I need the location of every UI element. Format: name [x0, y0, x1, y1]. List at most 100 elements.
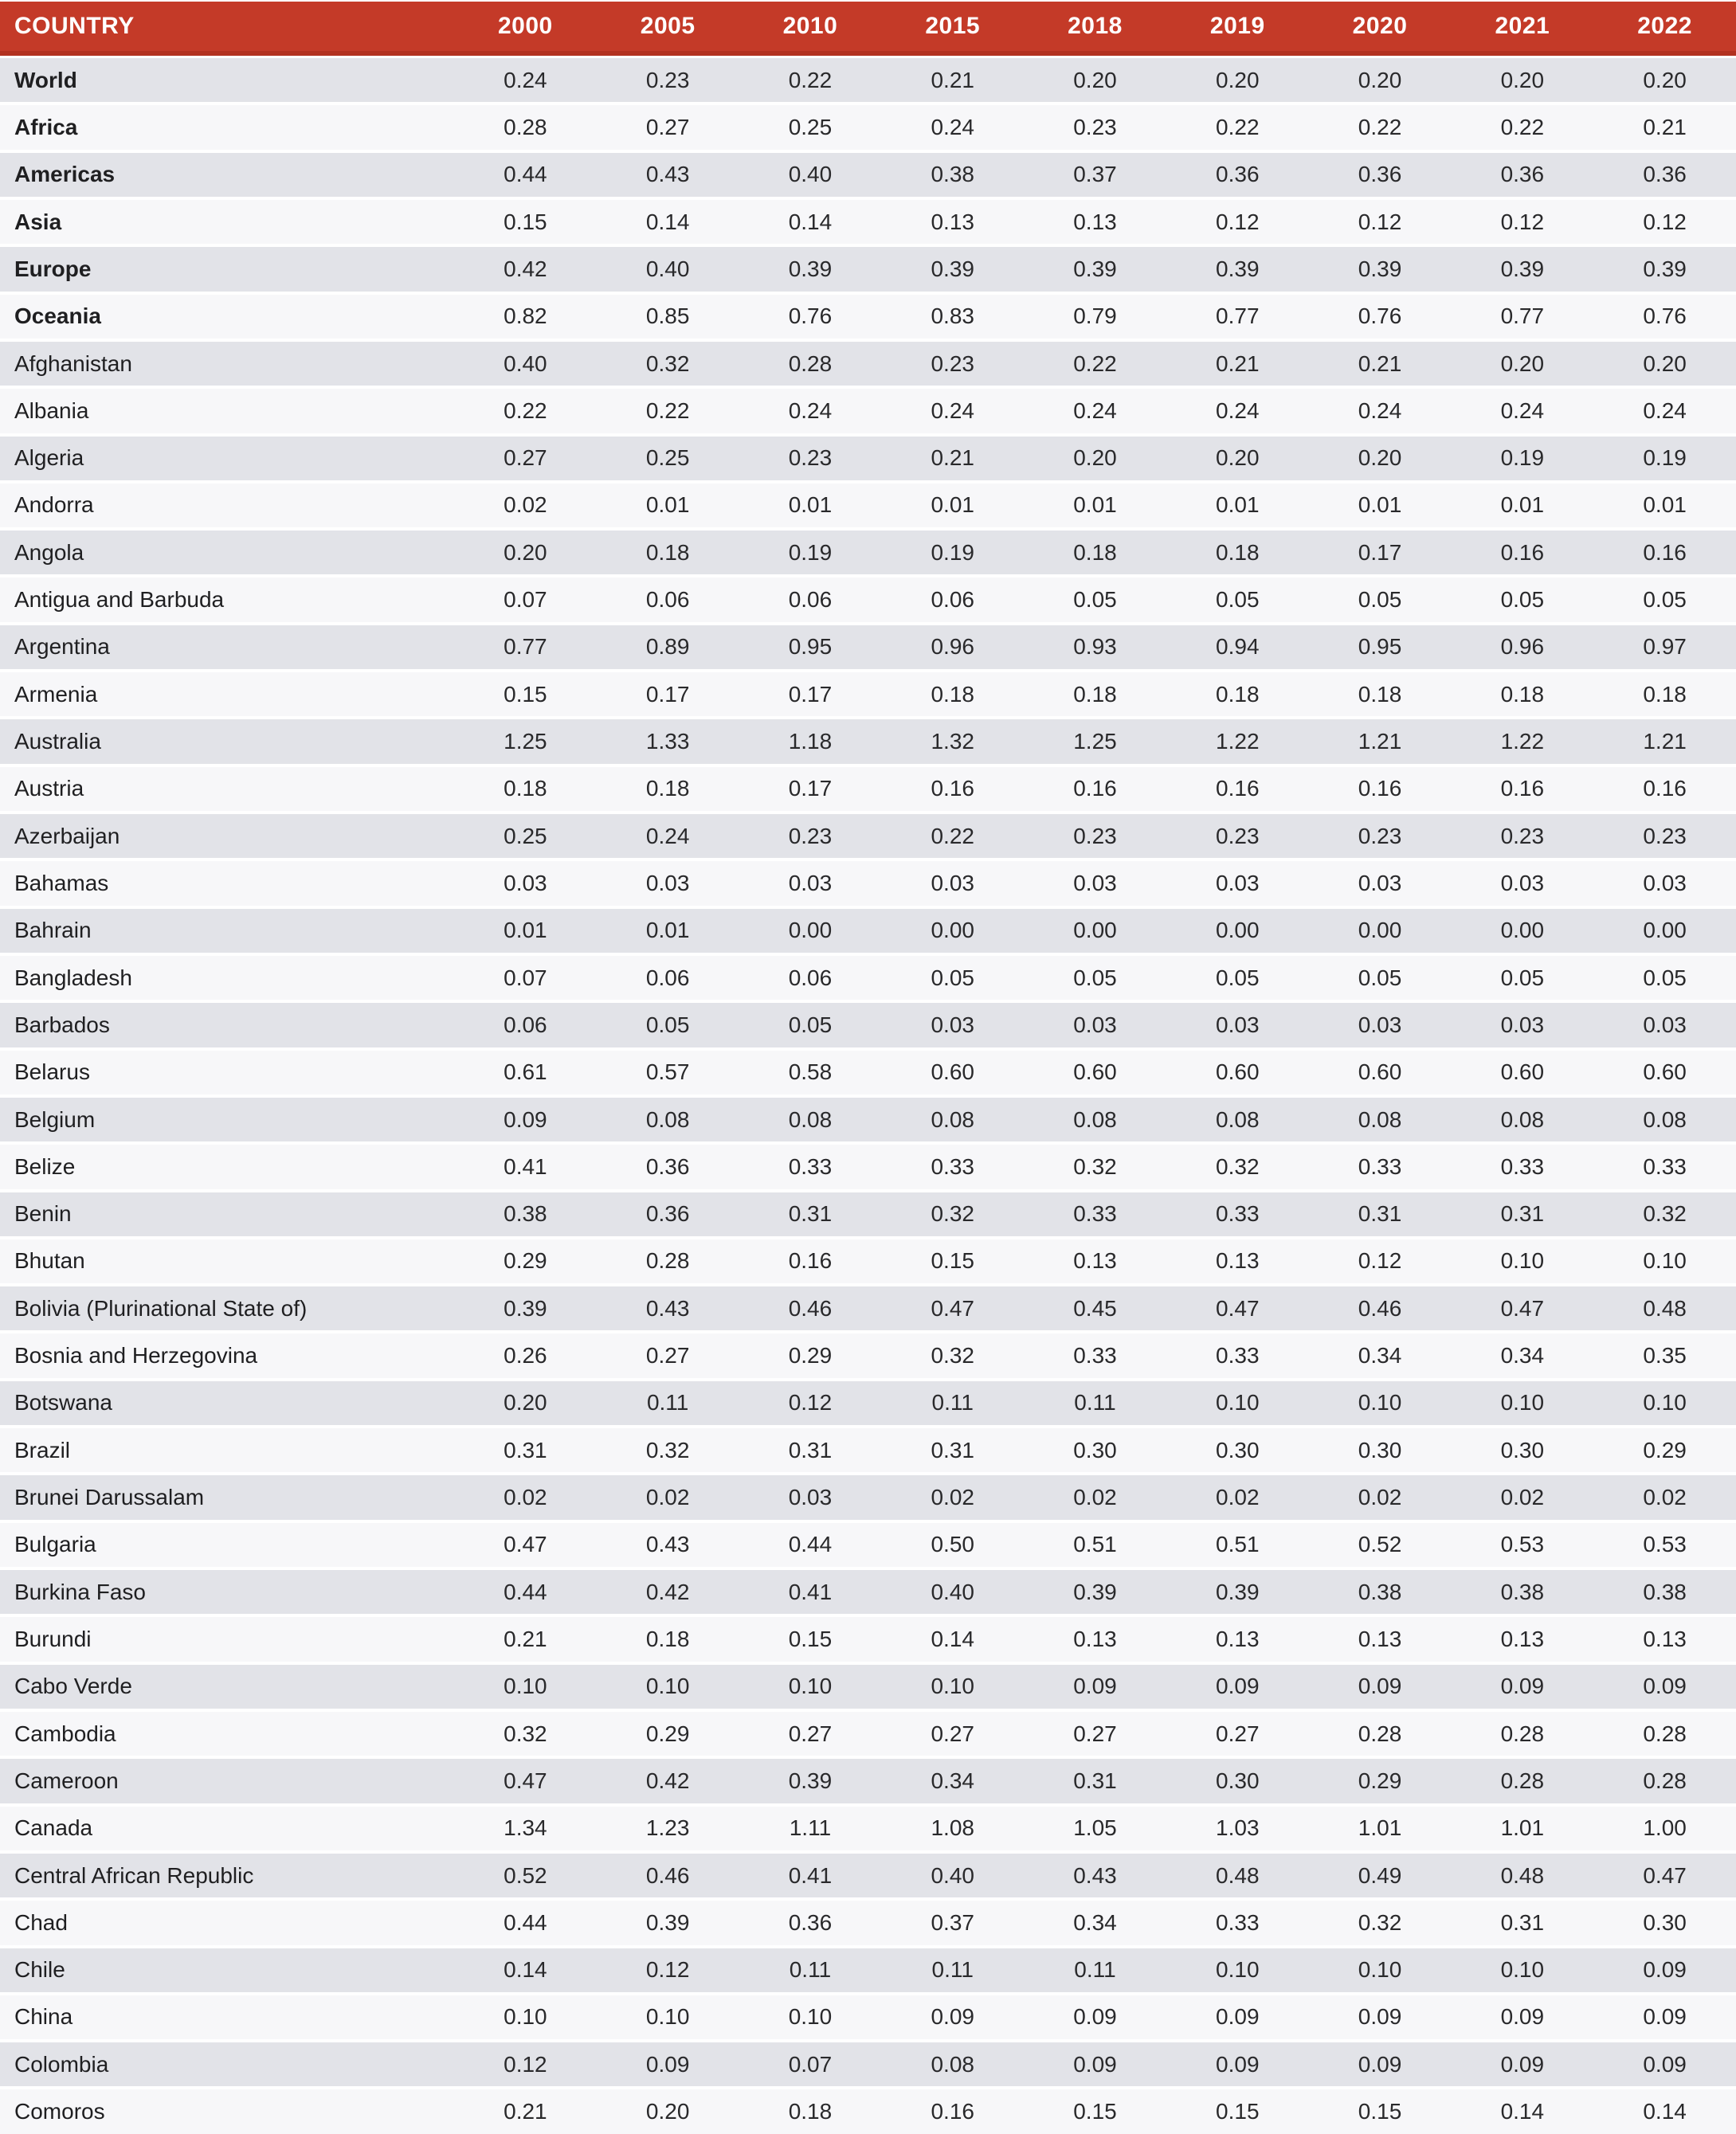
value-cell: 0.12 [1216, 209, 1260, 234]
table-row: Algeria 0.27 0.25 0.23 0.21 0.20 0.20 0.20 0.19… [0, 436, 1736, 480]
value-cell: 0.01 [788, 492, 833, 518]
value-cell: 0.16 [1500, 539, 1545, 565]
value-cell: 0.02 [1358, 1485, 1402, 1510]
country-name: Cabo Verde [14, 1674, 132, 1699]
value-cell: 0.34 [931, 1768, 974, 1793]
value-cell: 0.05 [1073, 965, 1117, 990]
value-cell: 0.31 [504, 1437, 547, 1462]
value-cell: 0.18 [645, 539, 690, 565]
value-cell: 0.18 [1643, 681, 1687, 707]
value-cell: 0.36 [1643, 162, 1687, 187]
value-cell: 0.13 [1358, 1626, 1402, 1651]
country-name: China [14, 2004, 73, 2030]
value-cell: 1.00 [1643, 1815, 1687, 1841]
value-cell: 0.27 [931, 1721, 974, 1746]
value-cell: 0.20 [1643, 67, 1687, 92]
value-cell: 0.05 [1358, 587, 1402, 613]
value-cell: 0.28 [1643, 1768, 1687, 1793]
value-cell: 1.22 [1500, 729, 1545, 754]
value-cell: 0.39 [1358, 256, 1402, 281]
table-row: Andorra 0.02 0.01 0.01 0.01 0.01 0.01 0.01 0.01… [0, 483, 1736, 528]
country-name: World [14, 67, 77, 92]
value-cell: 0.32 [1073, 1153, 1117, 1179]
country-name: Bhutan [14, 1248, 85, 1274]
value-cell: 0.33 [1073, 1343, 1117, 1369]
value-cell: 0.23 [931, 350, 974, 376]
table-row: Americas 0.44 0.43 0.40 0.38 0.37 0.36 0.36 0.3… [0, 152, 1736, 197]
value-cell: 0.24 [1358, 397, 1402, 423]
value-cell: 0.34 [1500, 1343, 1545, 1369]
value-cell: 0.03 [1500, 1012, 1545, 1037]
value-cell: 0.39 [931, 256, 974, 281]
value-cell: 0.09 [1073, 2051, 1117, 2077]
value-cell: 0.01 [1358, 492, 1402, 518]
table-row: Burundi 0.21 0.18 0.15 0.14 0.13 0.13 0.13 0.13… [0, 1617, 1736, 1662]
value-cell: 0.11 [789, 1957, 832, 1983]
country-name: Belgium [14, 1106, 96, 1132]
value-cell: 0.09 [1358, 2051, 1402, 2077]
value-cell: 0.39 [1073, 256, 1117, 281]
value-cell: 0.12 [1358, 1248, 1402, 1274]
value-cell: 0.08 [1216, 1106, 1260, 1132]
table-row: China 0.10 0.10 0.10 0.09 0.09 0.09 0.09 0.09 0.… [0, 1995, 1736, 2040]
value-cell: 0.23 [1073, 114, 1117, 139]
table-row: Barbados 0.06 0.05 0.05 0.03 0.03 0.03 0.03 0.0… [0, 1003, 1736, 1047]
value-cell: 0.01 [1073, 492, 1117, 518]
value-cell: 0.05 [645, 1012, 690, 1037]
value-cell: 0.49 [1358, 1862, 1402, 1888]
value-cell: 0.32 [1643, 1201, 1687, 1227]
value-cell: 0.36 [1358, 162, 1402, 187]
value-cell: 0.03 [1216, 870, 1260, 895]
value-cell: 0.01 [645, 918, 690, 943]
table-row: Canada 1.34 1.23 1.11 1.08 1.05 1.03 1.01 1.01 1… [0, 1806, 1736, 1850]
value-cell: 1.22 [1216, 729, 1260, 754]
country-name: Chile [14, 1957, 65, 1983]
value-cell: 0.33 [1073, 1201, 1117, 1227]
value-cell: 0.15 [1216, 2099, 1260, 2124]
value-cell: 0.52 [504, 1862, 547, 1888]
value-cell: 0.10 [1358, 1957, 1402, 1983]
value-cell: 0.09 [1643, 1674, 1687, 1699]
table-row: Cameroon 0.47 0.42 0.39 0.34 0.31 0.30 0.29 0.2… [0, 1759, 1736, 1803]
value-cell: 0.09 [1216, 2004, 1260, 2030]
value-cell: 0.38 [1358, 1579, 1402, 1604]
value-cell: 0.25 [788, 114, 833, 139]
value-cell: 0.03 [788, 1485, 833, 1510]
value-cell: 0.05 [1500, 965, 1545, 990]
value-cell: 0.31 [1358, 1201, 1402, 1227]
value-cell: 0.36 [645, 1201, 690, 1227]
value-cell: 0.33 [931, 1153, 974, 1179]
value-cell: 0.97 [1643, 634, 1687, 660]
table-row: Cambodia 0.32 0.29 0.27 0.27 0.27 0.27 0.28 0.2… [0, 1711, 1736, 1756]
value-cell: 0.31 [788, 1437, 833, 1462]
value-cell: 0.12 [1358, 209, 1402, 234]
value-cell: 0.27 [645, 1343, 690, 1369]
value-cell: 0.76 [1643, 303, 1687, 329]
value-cell: 0.22 [504, 397, 547, 423]
value-cell: 0.40 [931, 1862, 974, 1888]
value-cell: 0.32 [931, 1201, 974, 1227]
value-cell: 0.12 [1643, 209, 1687, 234]
value-cell: 0.24 [645, 823, 690, 848]
value-cell: 0.00 [1216, 918, 1260, 943]
value-cell: 0.22 [1500, 114, 1545, 139]
value-cell: 0.96 [1500, 634, 1545, 660]
value-cell: 0.60 [1216, 1059, 1260, 1085]
value-cell: 0.16 [931, 2099, 974, 2124]
value-cell: 0.11 [931, 1957, 974, 1983]
value-cell: 0.19 [788, 539, 833, 565]
value-cell: 0.16 [1500, 776, 1545, 801]
table-row: Belgium 0.09 0.08 0.08 0.08 0.08 0.08 0.08 0.08… [0, 1097, 1736, 1142]
value-cell: 0.46 [788, 1295, 833, 1321]
value-cell: 0.10 [788, 2004, 833, 2030]
value-cell: 0.22 [788, 67, 833, 92]
value-cell: 0.09 [1216, 2051, 1260, 2077]
value-cell: 0.15 [504, 209, 547, 234]
value-cell: 0.29 [1358, 1768, 1402, 1793]
table-row: Bahrain 0.01 0.01 0.00 0.00 0.00 0.00 0.00 0.00… [0, 908, 1736, 953]
value-cell: 0.34 [1073, 1909, 1117, 1935]
value-cell: 0.33 [1216, 1343, 1260, 1369]
value-cell: 0.11 [931, 1390, 974, 1415]
value-cell: 0.02 [504, 1485, 547, 1510]
country-name: Andorra [14, 492, 94, 518]
